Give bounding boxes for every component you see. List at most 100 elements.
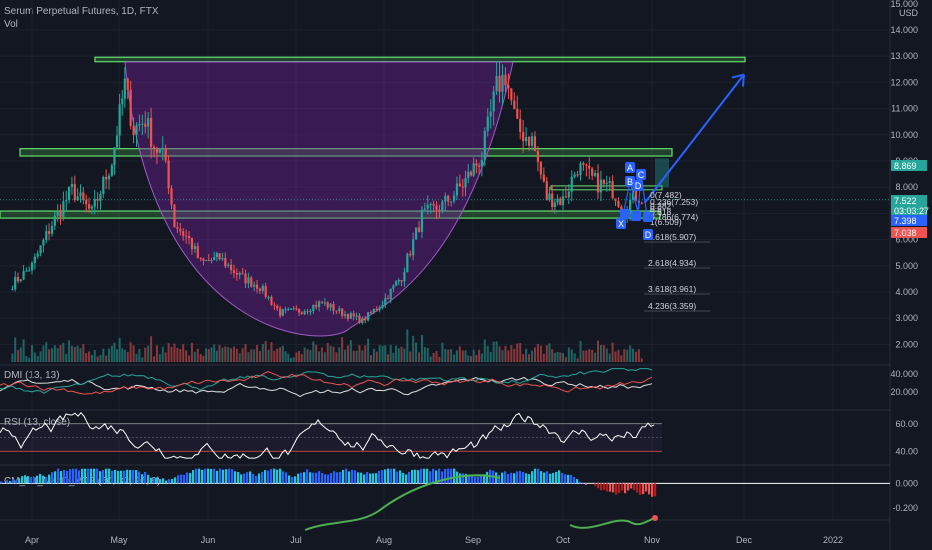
- macd-histogram-bar: [402, 472, 405, 484]
- volume-bar: [227, 347, 230, 362]
- macd-histogram-bar: [312, 472, 315, 484]
- volume-bar: [392, 352, 395, 362]
- macd-histogram-bar: [111, 470, 114, 484]
- macd-histogram-bar: [96, 468, 99, 484]
- volume-bar: [73, 347, 76, 362]
- volume-bar: [599, 345, 602, 362]
- macd-histogram-bar: [201, 469, 204, 484]
- candle-body: [467, 171, 470, 179]
- rsi-band: [0, 423, 662, 452]
- dmi-tick-label: 40.000: [890, 369, 918, 379]
- candle-body: [588, 165, 591, 169]
- candle-body: [261, 285, 264, 291]
- volume-bar: [144, 347, 147, 362]
- volume-bar: [432, 352, 435, 362]
- volume-bar: [158, 354, 161, 362]
- volume-bar: [370, 355, 373, 362]
- candle-body: [82, 192, 85, 201]
- macd-histogram-bar: [483, 474, 486, 484]
- volume-bar: [185, 350, 188, 362]
- macd-histogram-bar: [6, 480, 9, 484]
- candle-body: [19, 279, 22, 282]
- volume-bar: [59, 345, 62, 362]
- macd-histogram-bar: [222, 469, 225, 484]
- candle-body: [608, 181, 611, 183]
- macd-tick-label: 0.000: [895, 478, 918, 488]
- macd-histogram-bar: [477, 476, 480, 484]
- volume-bar: [298, 351, 301, 362]
- candle-body: [335, 310, 338, 312]
- volume-bar: [576, 358, 579, 362]
- macd-histogram-bar: [459, 473, 462, 484]
- time-tick-label: Aug: [376, 535, 392, 545]
- volume-bar: [202, 355, 205, 362]
- fib-levels: 0(7.482)0.236(7.253)0.3820.50.6180.786(6…: [644, 190, 710, 312]
- macd-histogram-bar: [321, 473, 324, 484]
- volume-bar: [483, 339, 486, 362]
- macd-histogram-bar: [12, 479, 15, 484]
- macd-histogram-bar: [429, 471, 432, 484]
- volume-bar: [167, 343, 170, 362]
- volume-bar: [582, 350, 585, 362]
- candle-body: [605, 182, 608, 184]
- candle-body: [510, 88, 513, 101]
- volume-bar: [108, 348, 111, 362]
- candle-body: [204, 260, 208, 262]
- candle-body: [93, 198, 96, 207]
- volume-bar: [346, 345, 349, 362]
- volume-bar: [395, 345, 398, 362]
- candle-body: [185, 235, 188, 237]
- fib-label: 1(6.509): [650, 217, 682, 227]
- macd-histogram-bar: [621, 483, 624, 491]
- harmonic-point-label: X: [618, 219, 624, 229]
- volume-bar: [367, 338, 370, 362]
- volume-bar: [221, 347, 224, 362]
- trend-lines: [0, 73, 890, 303]
- candle-body: [149, 117, 153, 147]
- candle-body: [315, 304, 318, 307]
- macd-histogram-bar: [300, 472, 303, 484]
- volume-bar: [218, 344, 221, 362]
- dmi-pane: [0, 368, 653, 398]
- macd-histogram-bar: [444, 469, 447, 484]
- rsi-tick-label: 40.00: [895, 446, 918, 456]
- candle-body: [461, 186, 464, 188]
- volume-bar: [88, 351, 91, 362]
- harmonic-point-label: D: [645, 230, 652, 240]
- macd-histogram-bar: [441, 471, 444, 484]
- macd-histogram-bar: [426, 468, 429, 484]
- candle-body: [303, 311, 306, 315]
- candle-body: [258, 288, 262, 291]
- candle-body: [152, 146, 156, 149]
- volume-bar: [564, 357, 567, 362]
- volume-bar: [155, 345, 158, 362]
- volume-bar: [141, 357, 144, 362]
- volume-bar: [16, 350, 19, 362]
- volume-bar: [504, 345, 507, 362]
- volume-bar: [129, 342, 132, 362]
- macd-histogram-bar: [294, 476, 297, 484]
- volume-bar: [344, 349, 347, 362]
- candle-body: [207, 260, 210, 262]
- macd-histogram-bar: [282, 471, 285, 484]
- macd-histogram-bar: [63, 469, 66, 484]
- candle-body: [409, 253, 412, 256]
- volume-bar: [232, 346, 235, 362]
- volume-bar: [384, 345, 387, 362]
- volume-bar: [617, 349, 620, 362]
- candle-body: [432, 203, 435, 206]
- candle-body: [164, 147, 167, 161]
- fib-label: 1.618(5.907): [648, 232, 696, 242]
- macd-histogram-bar: [114, 469, 117, 484]
- candle-body: [513, 100, 516, 109]
- candle-body: [551, 193, 554, 208]
- volume-bar: [65, 354, 68, 362]
- candle-body: [450, 201, 453, 203]
- candle-body: [281, 309, 284, 316]
- volume-bar: [207, 349, 210, 362]
- harmonic-point-marker: [643, 229, 653, 240]
- candle-body: [596, 173, 600, 193]
- macd-histogram-bar: [351, 469, 354, 484]
- macd-histogram-bar: [303, 472, 306, 484]
